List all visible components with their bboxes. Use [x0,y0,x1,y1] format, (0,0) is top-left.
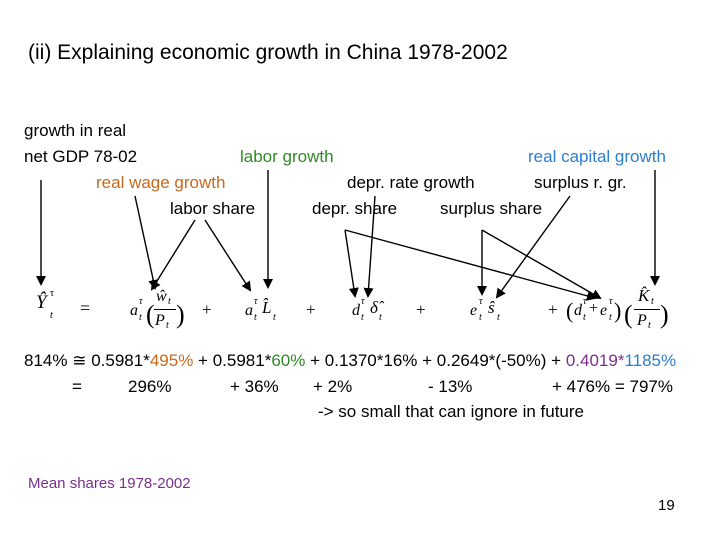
plus-sign: + [198,351,208,370]
labor-coefficient: 0.5981* [212,351,272,370]
contribution-depreciation: + 2% [313,377,353,396]
label-surplus-share: surplus share [440,199,543,218]
label-gdp-growth-line2: net GDP 78-02 [24,147,138,166]
depreciation-term: + 0.1370*16% [310,351,418,370]
label-labor-growth: labor growth [240,147,334,166]
arrow-surplus-rate [495,195,571,299]
slide-title: (ii) Explaining economic growth in China… [28,41,508,64]
growth-accounting-equation: Ŷ τ t = a τ t ( ŵ t P t ) + a τ t L̂ t +… [36,286,669,331]
wage-coefficient: 0.5981* [91,351,150,370]
label-real-wage-growth: real wage growth [96,173,226,192]
arrow-surplus-share-2 [481,229,602,299]
approx-sign: ≅ [72,351,87,370]
contribution-wage: 296% [128,377,172,396]
contribution-surplus: - 13% [428,377,473,396]
arrow-depr-share-1 [344,229,359,298]
label-gdp-growth-line1: growth in real [24,121,127,140]
arrow-labor-share-1 [150,219,196,291]
label-depr-rate-growth: depr. rate growth [347,173,475,192]
arrow-depr-share-2 [344,229,597,301]
label-depr-share: depr. share [312,199,398,218]
label-labor-share: labor share [170,199,256,218]
contribution-capital-total: + 476% = 797% [552,377,673,396]
page-number: 19 [658,497,675,514]
decomposition-line-1: 814% ≅ 0.5981*495% + 0.5981*60% + 0.1370… [24,352,676,369]
arrow-wage [134,195,159,290]
label-real-capital-growth: real capital growth [528,147,666,166]
total-growth: 814% [24,351,68,370]
labor-growth-value: 60% [271,351,306,370]
wage-growth-value: 495% [149,351,194,370]
capital-coefficient: 0.4019* [565,351,625,370]
contribution-eq: = [72,377,82,396]
label-surplus-r-gr: surplus r. gr. [534,173,627,192]
surplus-term: + 0.2649*(-50%) [422,351,547,370]
arrow-labor-share-2 [204,219,252,292]
contribution-labor: + 36% [230,377,279,396]
capital-growth-value: 1185% [624,351,677,370]
plus-sign: + [551,351,562,370]
footer-mean-shares: Mean shares 1978-2002 [28,475,191,492]
note-small-terms: -> so small that can ignore in future [318,402,584,421]
arrow-depr-rate [363,195,376,298]
